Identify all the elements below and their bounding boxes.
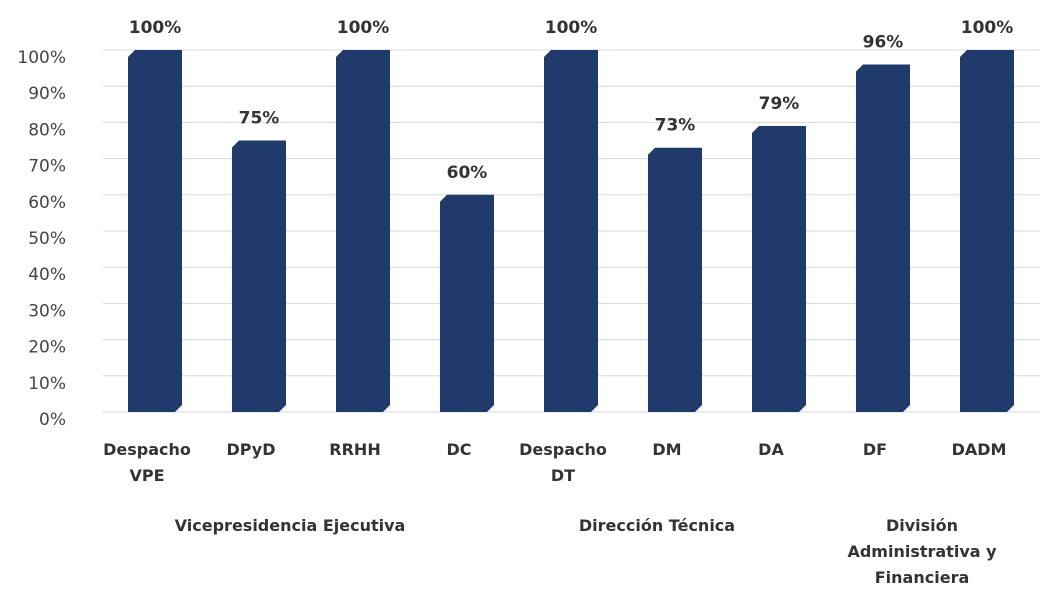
y-tick-label: 70% — [28, 157, 66, 177]
bar — [232, 140, 286, 412]
x-tick-label: Despacho DT — [519, 440, 607, 485]
x-tick-label: DC — [446, 440, 472, 459]
y-tick-label: 20% — [28, 338, 66, 358]
x-tick-label: DF — [862, 440, 888, 459]
x-tick-label: DADM — [951, 440, 1007, 459]
y-tick-label: 60% — [28, 193, 66, 213]
data-label: 73% — [655, 116, 696, 136]
bar — [960, 50, 1014, 412]
group-label: División Administrativa y Financiera — [847, 516, 997, 587]
x-tick-label: Despacho VPE — [103, 440, 191, 485]
y-tick-label: 50% — [28, 229, 66, 249]
bar — [752, 126, 806, 413]
x-tick-label: RRHH — [329, 440, 381, 459]
data-label: 100% — [545, 18, 598, 38]
x-tick-label: DA — [758, 440, 784, 459]
y-tick-label: 80% — [28, 120, 66, 140]
y-tick-label: 100% — [17, 48, 66, 68]
x-tick-label: DM — [652, 440, 682, 459]
y-tick-label: 40% — [28, 265, 66, 285]
y-tick-label: 30% — [28, 301, 66, 321]
bar — [544, 50, 598, 412]
y-tick-label: 10% — [28, 374, 66, 394]
x-tick-label: DPyD — [226, 440, 276, 459]
data-label: 75% — [239, 109, 280, 129]
group-label: Dirección Técnica — [578, 516, 736, 535]
y-tick-label: 0% — [39, 410, 66, 430]
data-label: 96% — [863, 32, 904, 52]
data-label: 100% — [337, 18, 390, 38]
group-label: Vicepresidencia Ejecutiva — [174, 516, 406, 535]
bar — [336, 50, 390, 412]
y-tick-label: 90% — [28, 84, 66, 104]
bar — [440, 194, 494, 412]
bar — [856, 64, 910, 412]
data-label: 60% — [447, 163, 488, 183]
data-label: 79% — [759, 94, 800, 114]
bar — [648, 147, 702, 413]
data-label: 100% — [129, 18, 182, 38]
bar — [128, 50, 182, 412]
data-label: 100% — [961, 18, 1014, 38]
